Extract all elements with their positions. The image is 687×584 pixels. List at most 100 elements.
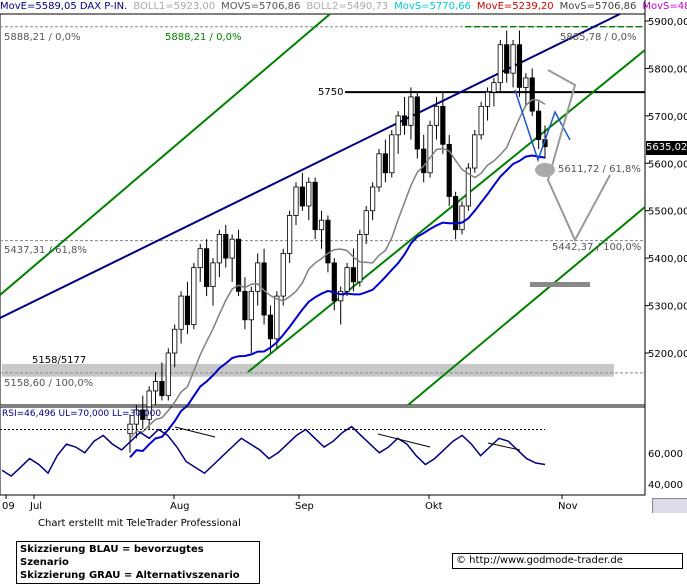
candle-body	[299, 186, 305, 207]
divergence-line	[174, 426, 216, 438]
candle-body	[146, 390, 152, 420]
candle-body	[516, 44, 523, 88]
label-5750: 5750	[318, 87, 343, 98]
candle-body	[446, 143, 452, 197]
legend-item: BOLL2=5490,73	[306, 1, 389, 12]
candle-body	[389, 134, 395, 174]
legend-item: BOLL1=5923,00	[133, 1, 216, 12]
label-5888-left: 5888,21 / 0,0%	[4, 32, 80, 43]
trendline-blue	[0, 13, 621, 319]
candle-body	[376, 153, 382, 188]
label-5442: 5442,37 / 100,0%	[552, 242, 641, 253]
candle-body	[152, 381, 159, 392]
candle-body	[433, 105, 440, 126]
legend-item: MOVS=5706,86	[221, 1, 301, 12]
candle-body	[370, 186, 376, 212]
candle-body	[529, 77, 535, 112]
legend-item: MovS=5770,66	[394, 1, 471, 12]
candle-body	[159, 381, 165, 397]
label-5158: 5158,60 / 100,0%	[4, 378, 93, 389]
price-tick-label: 5500,00	[648, 207, 687, 218]
note-gray: Skizzierung GRAU = Alternativszenario	[20, 570, 240, 581]
candle-body	[350, 267, 357, 283]
scenario-notes: Skizzierung BLAU = bevorzugtes Szenario …	[16, 541, 260, 584]
indicator-legend: MovE=5589,05 DAX P-IN. BOLL1=5923,00 MOVS=…	[0, 0, 687, 13]
candle-body	[267, 314, 274, 340]
candle-body	[280, 252, 286, 297]
candle-body	[223, 234, 229, 259]
candle-body	[133, 409, 139, 425]
candle-body	[235, 238, 242, 292]
label-5158-5177: 5158/5177	[32, 355, 86, 366]
candle-body	[363, 210, 369, 235]
x-tick-label: Okt	[425, 501, 443, 512]
candle-body	[165, 352, 171, 397]
rsi-panel-frame	[0, 406, 646, 496]
rsi-label: RSI=46,496 UL=70,000 LL=30,000	[2, 409, 161, 419]
label-5437: 5437,31 / 61,8%	[4, 245, 87, 256]
candle-body	[127, 423, 133, 435]
moving-average-blue	[129, 154, 546, 458]
candle-body	[248, 290, 254, 321]
note-blue: Skizzierung BLAU = bevorzugtes Szenario	[20, 544, 204, 568]
price-tick-label: 5900,00	[648, 17, 687, 28]
source-url[interactable]: © http://www.godmode-trader.de	[452, 553, 683, 569]
channel-green-middle	[247, 49, 646, 373]
candle-body	[318, 219, 325, 231]
last-price-tag: 5635,02	[646, 141, 687, 155]
candle-body	[465, 167, 471, 207]
candle-body	[459, 205, 465, 231]
legend-item: MovS=4875,88	[642, 1, 687, 12]
candle-body	[382, 153, 388, 174]
target-marker	[535, 163, 555, 177]
x-tick-label: Aug	[170, 501, 190, 512]
candle-body	[312, 181, 318, 231]
candle-body	[287, 215, 293, 254]
legend-item: MovE=5239,20	[476, 1, 554, 12]
candle-body	[440, 105, 446, 145]
candle-body	[325, 219, 331, 264]
x-tick-label: Jul	[29, 501, 42, 512]
candle-body	[216, 234, 222, 264]
candle-body	[204, 248, 210, 288]
legend-item: MovS=5706,86	[559, 1, 637, 12]
candle-body	[395, 115, 401, 136]
candle-body	[401, 115, 408, 126]
candle-body	[478, 105, 484, 136]
candle-body	[172, 328, 178, 354]
target-bar	[530, 282, 590, 287]
x-tick-label: 09	[2, 501, 15, 512]
x-tick-label: Sep	[295, 501, 314, 512]
candle-body	[306, 181, 312, 207]
candle-body	[210, 262, 216, 287]
candle-body	[274, 295, 280, 340]
channel-green-upper-left	[0, 13, 331, 296]
candle-body	[491, 82, 497, 93]
candle-body	[178, 295, 184, 330]
divergence-line	[487, 442, 521, 451]
x-tick-label: Nov	[558, 501, 578, 512]
scenario-gray-path	[546, 69, 611, 243]
main-plot-frame	[0, 13, 646, 406]
price-tick-label: 5300,00	[648, 302, 687, 313]
scroll-icon[interactable]	[652, 498, 687, 513]
channel-green-lower	[407, 206, 646, 406]
candle-body	[242, 290, 248, 321]
candle-body	[427, 124, 433, 174]
support-zone	[2, 363, 614, 377]
label-5888-mid: 5888,21 / 0,0%	[165, 32, 241, 43]
candle-body	[140, 409, 146, 420]
candle-body	[510, 44, 516, 74]
price-tick-label: 5800,00	[648, 64, 687, 75]
candle-body	[255, 262, 261, 292]
candle-body	[197, 248, 203, 269]
legend-item: MovE=5589,05 DAX P-IN.	[0, 1, 128, 12]
rsi-line	[1, 425, 546, 478]
moving-average-gray	[129, 98, 546, 439]
candle-body	[523, 77, 529, 88]
candle-body	[229, 238, 235, 259]
candle-body	[357, 234, 363, 283]
price-tick-label: 5600,00	[648, 159, 687, 170]
candle-body	[536, 110, 542, 140]
